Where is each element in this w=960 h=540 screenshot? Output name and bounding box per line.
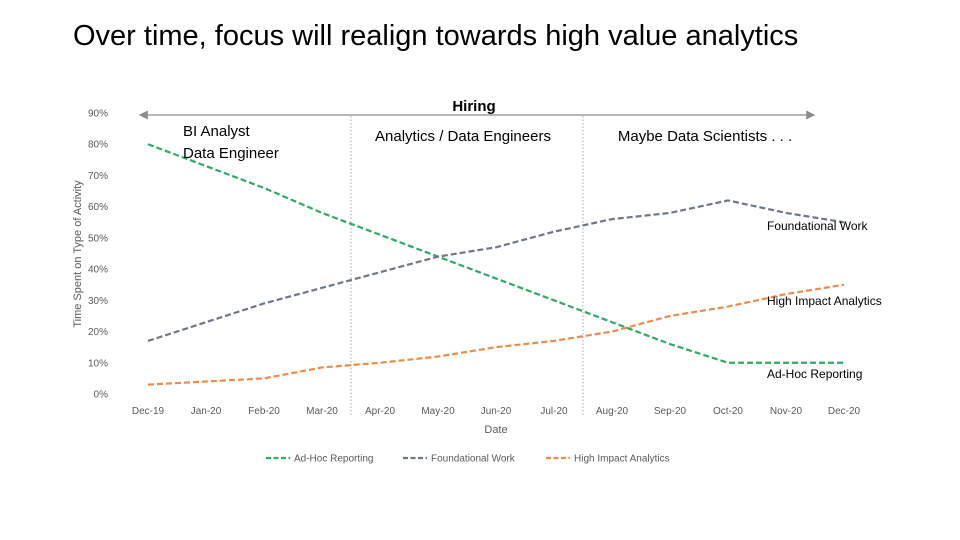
y-tick-label: 20% (88, 327, 108, 338)
x-tick-label: Jan-20 (191, 406, 222, 417)
x-tick-label: Nov-20 (770, 406, 803, 417)
x-tick-label: Jun-20 (481, 406, 512, 417)
x-tick-label: Dec-20 (828, 406, 861, 417)
slide-title: Over time, focus will realign towards hi… (73, 20, 799, 52)
y-tick-label: 50% (88, 233, 108, 244)
x-tick-label: May-20 (421, 406, 455, 417)
x-tick-label: Oct-20 (713, 406, 743, 417)
x-tick-label: Feb-20 (248, 406, 280, 417)
x-tick-label: Dec-19 (132, 406, 165, 417)
x-tick-label: Aug-20 (596, 406, 629, 417)
y-tick-label: 70% (88, 171, 108, 182)
series-line-foundational-work (147, 199, 845, 342)
x-tick-label: Jul-20 (540, 406, 568, 417)
y-tick-label: 40% (88, 265, 108, 276)
series-line-high-impact-analytics (147, 283, 845, 386)
series-end-label: Foundational Work (767, 219, 869, 233)
hiring-label: Hiring (452, 98, 495, 115)
series-line-ad-hoc-reporting (147, 143, 844, 364)
phase-label: Maybe Data Scientists . . . (618, 128, 792, 145)
y-tick-label: 90% (88, 109, 108, 120)
series-end-label: Ad-Hoc Reporting (767, 367, 862, 381)
phase-label: BI Analyst (183, 123, 251, 140)
y-tick-label: 80% (88, 140, 108, 151)
series-end-label: High Impact Analytics (767, 294, 882, 308)
phase-label: Data Engineer (183, 145, 279, 162)
legend-label: High Impact Analytics (574, 454, 670, 465)
x-tick-label: Mar-20 (306, 406, 338, 417)
x-tick-label: Apr-20 (365, 406, 395, 417)
y-tick-label: 0% (94, 390, 109, 401)
phase-label: Analytics / Data Engineers (375, 128, 551, 145)
y-tick-label: 60% (88, 202, 108, 213)
y-axis-title: Time Spent on Type of Activity (72, 180, 84, 328)
legend-label: Foundational Work (431, 454, 516, 465)
y-tick-label: 10% (88, 358, 108, 369)
legend-label: Ad-Hoc Reporting (294, 454, 373, 465)
x-tick-label: Sep-20 (654, 406, 687, 417)
x-axis-title: Date (484, 424, 507, 436)
y-tick-label: 30% (88, 296, 108, 307)
